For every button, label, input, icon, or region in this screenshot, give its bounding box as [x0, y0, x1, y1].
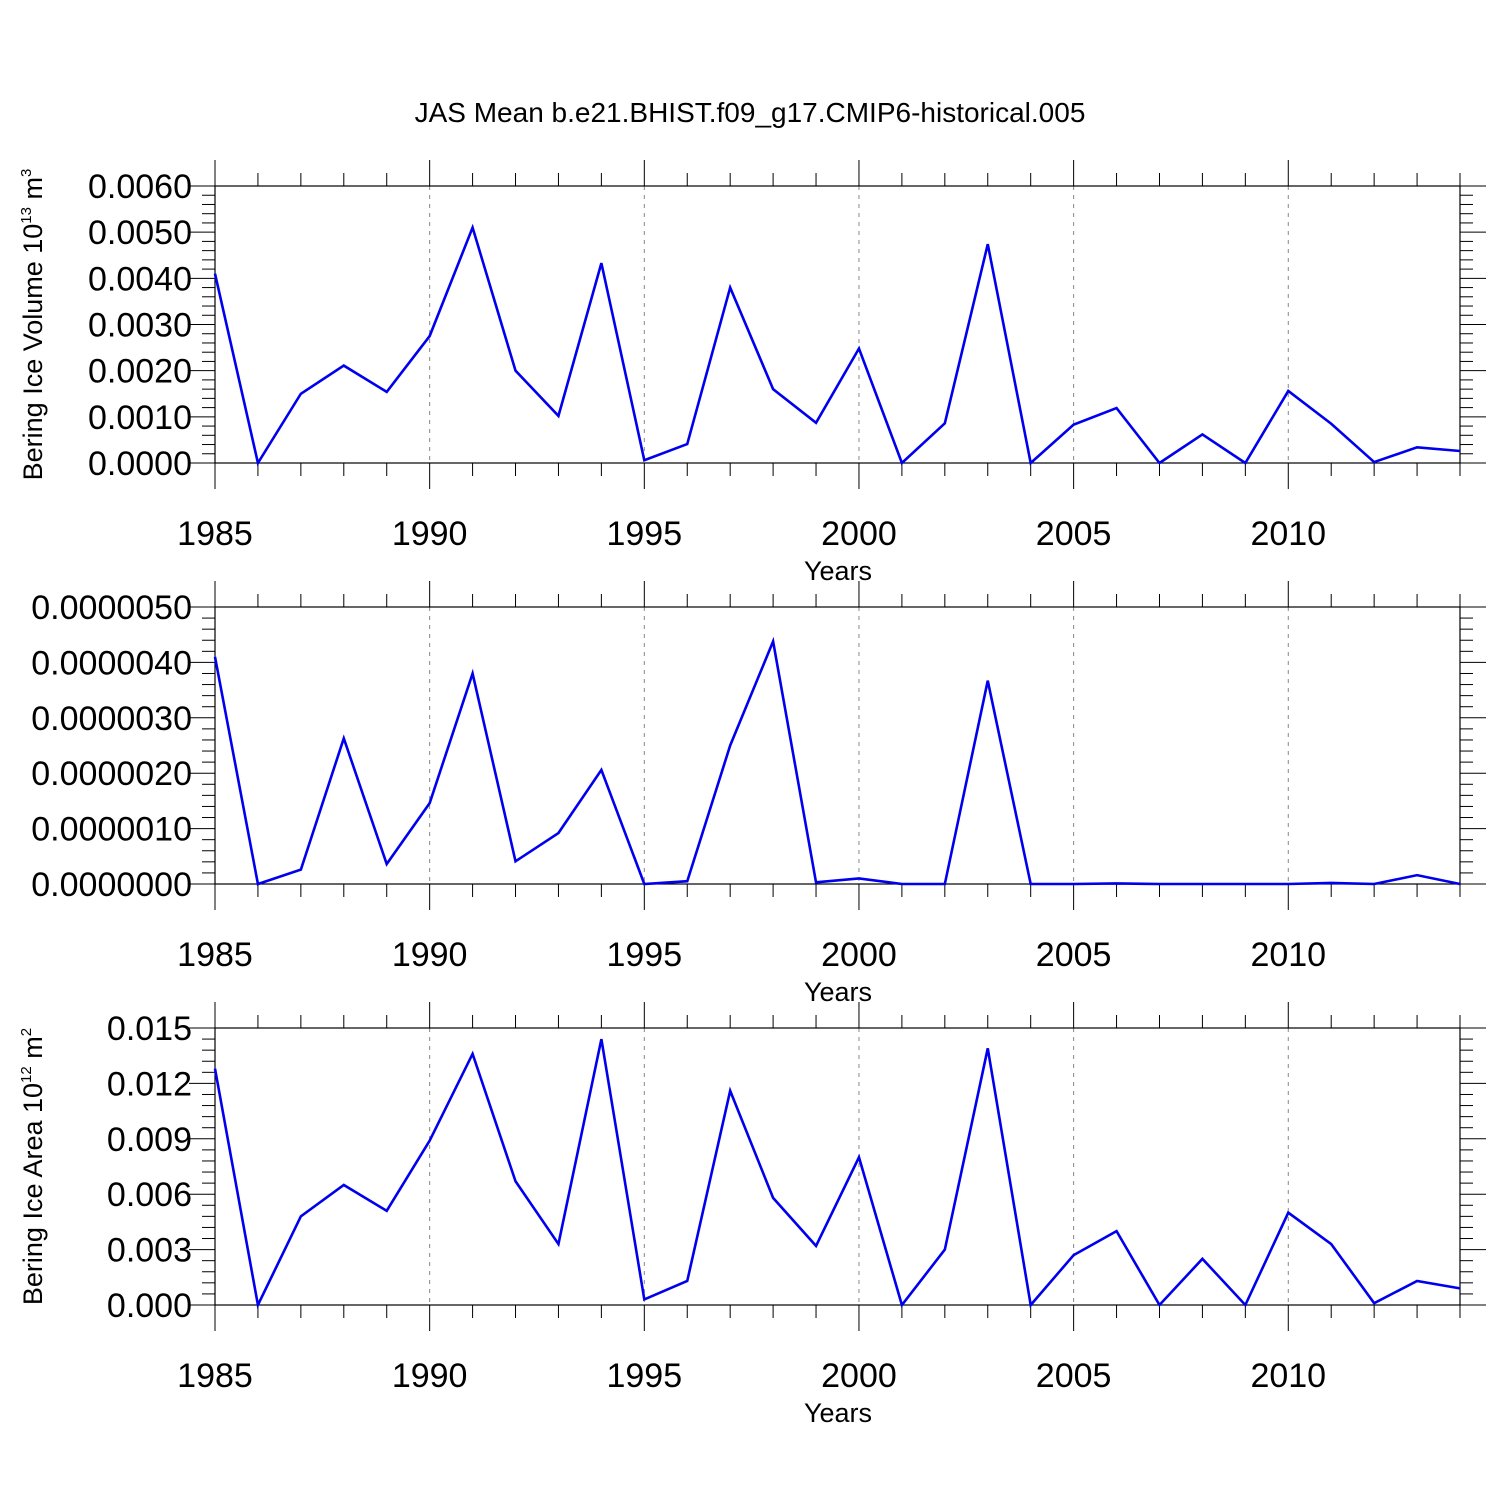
- y-axis-label: Bering Ice Volume 1013 m3: [18, 169, 48, 481]
- x-tick-label: 2005: [1036, 515, 1112, 553]
- x-tick-label: 1990: [392, 515, 468, 553]
- y-axis-label-exponent: 13: [18, 207, 35, 224]
- x-tick-label: 2005: [1036, 1357, 1112, 1395]
- panel-3: 0.000 0.003 0.006 0.009 0.012 0.015 1985 1990 19…: [18, 1002, 1486, 1428]
- x-tick-label: 1990: [392, 1357, 468, 1395]
- x-tick-label: 1995: [606, 515, 682, 553]
- x-axis-label: Years: [804, 556, 872, 586]
- y-axis-label-unit: m: [18, 177, 48, 207]
- x-tick-label: 2000: [821, 936, 897, 974]
- y-tick-label: 0.000: [107, 1287, 192, 1325]
- x-tick-label: 1990: [392, 936, 468, 974]
- y-tick-label: 0.0060: [88, 168, 192, 206]
- y-tick-label: 0.0000020: [31, 755, 192, 793]
- y-tick-label: 0.0000: [88, 445, 192, 483]
- y-axis-label-unit: m: [18, 1036, 48, 1066]
- y-tick-label: 0.0010: [88, 399, 192, 437]
- x-tick-label: 2010: [1250, 515, 1326, 553]
- figure-title: JAS Mean b.e21.BHIST.f09_g17.CMIP6-histo…: [415, 97, 1086, 128]
- x-tick-label: 2010: [1250, 936, 1326, 974]
- plot-frame: [214, 606, 1461, 885]
- y-axis-label: Bering Ice Area 1012 m2: [18, 1028, 48, 1305]
- x-axis-label: Years: [804, 977, 872, 1007]
- y-tick-label: 0.0000040: [31, 644, 192, 682]
- x-tick-label: 2010: [1250, 1357, 1326, 1395]
- series-line: [213, 1038, 1461, 1310]
- x-tick-label: 1985: [177, 936, 253, 974]
- y-tick-label: 0.0000030: [31, 700, 192, 738]
- y-tick-label: 0.0050: [88, 214, 192, 252]
- y-tick-label: 0.0040: [88, 260, 192, 298]
- y-tick-label: 0.012: [107, 1065, 192, 1103]
- x-tick-label: 2005: [1036, 936, 1112, 974]
- y-axis-label-text: Bering Ice Area 10: [18, 1083, 48, 1305]
- x-tick-label: 1985: [177, 515, 253, 553]
- y-tick-label: 0.0000010: [31, 811, 192, 849]
- x-tick-label: 2000: [821, 1357, 897, 1395]
- y-tick-label: 0.0000000: [31, 866, 192, 904]
- x-tick-label: 1985: [177, 1357, 253, 1395]
- series-line: [213, 223, 1461, 467]
- y-tick-label: 0.009: [107, 1121, 192, 1159]
- x-tick-label: 2000: [821, 515, 897, 553]
- panel-2: 0.0000000 0.0000010 0.0000020 0.0000030 0.00…: [31, 581, 1486, 1007]
- x-tick-label: 1995: [606, 936, 682, 974]
- y-axis-label-unit-exponent: 3: [18, 169, 35, 177]
- y-axis-label-unit-exponent: 2: [18, 1028, 35, 1036]
- x-axis-label: Years: [804, 1398, 872, 1428]
- plot-frame: [214, 1027, 1461, 1306]
- y-tick-label: 0.015: [107, 1010, 192, 1048]
- plot-frame: [214, 185, 1461, 464]
- y-tick-label: 0.006: [107, 1176, 192, 1214]
- y-tick-label: 0.0000050: [31, 589, 192, 627]
- y-axis-label-exponent: 12: [18, 1066, 35, 1083]
- panel-1: 0.0000 0.0010 0.0020 0.0030 0.0040 0.0050 0.00…: [18, 160, 1486, 586]
- y-tick-label: 0.0030: [88, 307, 192, 345]
- x-tick-label: 1995: [606, 1357, 682, 1395]
- y-tick-label: 0.003: [107, 1232, 192, 1270]
- y-tick-label: 0.0020: [88, 353, 192, 391]
- panels-group: 0.0000 0.0010 0.0020 0.0030 0.0040 0.0050 0.00…: [18, 160, 1486, 1428]
- y-axis-label-text: Bering Ice Volume 10: [18, 224, 48, 481]
- series-line: [213, 636, 1461, 886]
